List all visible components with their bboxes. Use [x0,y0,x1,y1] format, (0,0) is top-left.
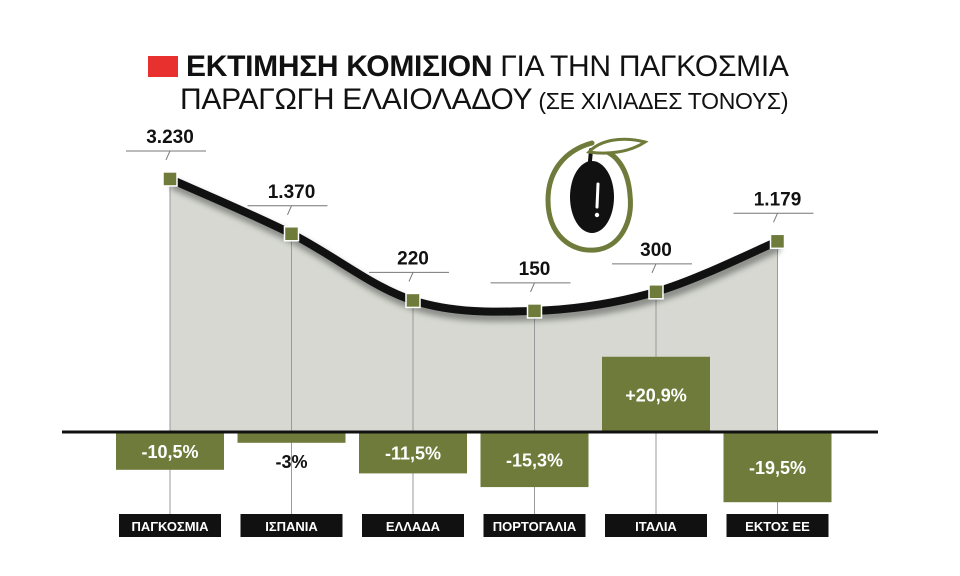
category-label-bg [483,514,586,537]
value-label: 220 [397,248,429,269]
category-label: ΠΟΡΤΟΓΑΛΙΑ [493,519,577,534]
value-label-tick [530,282,535,293]
value-label: 300 [640,240,672,261]
change-label: -11,5% [385,444,441,464]
category-label: ΙΤΑΛΙΑ [635,519,677,534]
category-label: ΙΣΠΑΝΙΑ [265,519,318,534]
data-point [769,233,786,250]
value-label: 1.370 [268,182,316,203]
change-bar [237,432,346,443]
title-marker [148,56,178,77]
data-point [283,226,300,242]
category-label: ΕΚΤΟΣ ΕΕ [745,519,810,534]
category-label-bg [726,514,829,537]
chart-title-line1: ΕΚΤΙΜΗΣΗ ΚΟΜΙΣΙΟΝ ΓΙΑ ΤΗΝ ΠΑΓΚΟΣΜΙΑ [148,50,789,84]
change-label: -19,5% [749,458,806,478]
production-line [168,175,780,316]
category-label-bg [240,514,343,537]
category-label: ΕΛΛΑΔΑ [386,519,441,534]
data-point [648,284,664,300]
change-label: -15,3% [506,451,563,471]
data-point [162,171,178,187]
category-label-bg [605,514,707,537]
title-line2: ΠΑΡΑΓΩΓΗ ΕΛΑΙΟΛΑΔΟΥ [180,83,533,116]
value-label-tick [287,205,292,215]
change-bar [602,356,710,432]
value-label: 3.230 [146,127,194,148]
value-label-tick [651,263,657,274]
title-unit: (ΣΕ ΧΙΛΙΑΔΕΣ ΤΟΝΟΥΣ) [532,88,789,114]
value-label-tick [408,272,414,282]
change-label: -10,5% [141,442,198,462]
change-label: +20,9% [625,385,687,405]
change-bar [480,432,589,488]
value-label-tick [773,213,778,223]
change-bar [723,432,832,503]
title-rest: ΓΙΑ ΤΗΝ ΠΑΓΚΟΣΜΙΑ [492,50,789,83]
olive-icon [545,137,649,253]
value-label-tick [165,150,171,161]
category-label-bg [362,514,464,537]
value-label: 150 [519,259,551,280]
data-point [405,292,421,309]
chart-title-line2: ΠΑΡΑΓΩΓΗ ΕΛΑΙΟΛΑΔΟΥ (ΣΕ ΧΙΛΙΑΔΕΣ ΤΟΝΟΥΣ) [180,83,788,118]
change-label: -3% [275,452,307,472]
change-bar [116,432,224,470]
data-point [526,303,543,319]
change-bar [359,432,467,474]
category-label-bg [119,514,221,537]
value-label: 1.179 [754,189,802,210]
title-bold: ΕΚΤΙΜΗΣΗ ΚΟΜΙΣΙΟΝ [186,50,493,83]
category-label: ΠΑΓΚΟΣΜΙΑ [131,519,209,534]
